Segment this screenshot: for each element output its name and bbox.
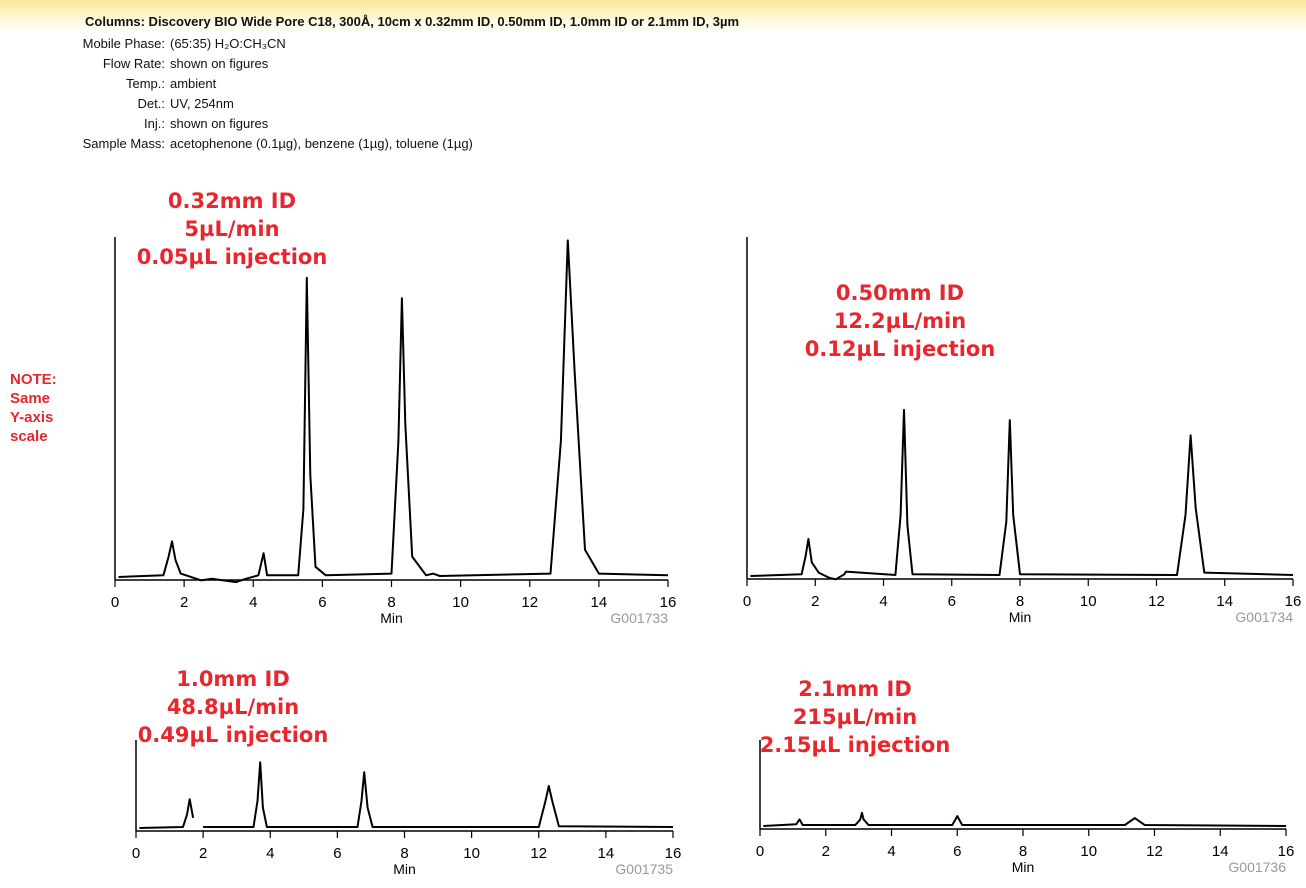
x-tick-label: 2 bbox=[811, 593, 819, 610]
x-tick-label: 8 bbox=[1019, 843, 1027, 860]
condition-value: shown on figures bbox=[170, 116, 269, 131]
annotation: 0.49µL injection bbox=[138, 723, 329, 747]
chromatogram-trace bbox=[750, 408, 1294, 581]
x-tick-label: 12 bbox=[530, 845, 547, 862]
annotation: 2.15µL injection bbox=[760, 733, 951, 757]
condition-value: acetophenone (0.1µg), benzene (1µg), tol… bbox=[170, 136, 473, 151]
x-tick-label: 8 bbox=[1016, 593, 1024, 610]
condition-label: Temp.: bbox=[125, 76, 165, 91]
x-tick-label: 12 bbox=[1148, 593, 1165, 610]
annotation: 5µL/min bbox=[184, 217, 279, 241]
x-tick-label: 10 bbox=[1080, 593, 1097, 610]
x-tick-label: 4 bbox=[879, 593, 887, 610]
x-tick-label: 2 bbox=[199, 845, 207, 862]
chromatogram-trace bbox=[118, 239, 669, 584]
condition-value: UV, 254nm bbox=[170, 96, 234, 111]
annotation: 215µL/min bbox=[793, 705, 917, 729]
x-tick-label: 8 bbox=[400, 845, 408, 862]
annotation: 2.1mm ID bbox=[798, 677, 912, 701]
x-tick-label: 16 bbox=[1278, 843, 1295, 860]
header-band bbox=[0, 0, 1306, 34]
x-tick-label: 14 bbox=[591, 594, 608, 611]
annotation: 0.32mm ID bbox=[168, 189, 296, 213]
x-tick-label: 16 bbox=[660, 594, 677, 611]
x-tick-label: 8 bbox=[387, 594, 395, 611]
x-tick-label: 2 bbox=[180, 594, 188, 611]
condition-value: shown on figures bbox=[170, 56, 269, 71]
x-tick-label: 16 bbox=[665, 845, 682, 862]
x-tick-label: 0 bbox=[111, 594, 119, 611]
figure-code: G001735 bbox=[615, 861, 673, 877]
condition-label: Sample Mass: bbox=[82, 136, 165, 151]
condition-label: Inj.: bbox=[144, 116, 165, 131]
x-axis-label: Min bbox=[393, 861, 416, 877]
figure-code: G001736 bbox=[1228, 859, 1286, 875]
x-tick-label: 4 bbox=[266, 845, 274, 862]
note-line: scale bbox=[10, 428, 48, 445]
x-tick-label: 10 bbox=[463, 845, 480, 862]
x-tick-label: 6 bbox=[318, 594, 326, 611]
x-tick-label: 10 bbox=[1080, 843, 1097, 860]
annotation: 0.50mm ID bbox=[836, 281, 964, 305]
x-tick-label: 4 bbox=[887, 843, 895, 860]
annotation: 0.12µL injection bbox=[805, 337, 996, 361]
chromatogram-trace bbox=[139, 761, 674, 829]
x-tick-label: 12 bbox=[1146, 843, 1163, 860]
x-axis-label: Min bbox=[380, 610, 403, 626]
note-line: NOTE: bbox=[10, 371, 57, 388]
note-line: Same bbox=[10, 390, 51, 407]
x-tick-label: 6 bbox=[948, 593, 956, 610]
x-axis-label: Min bbox=[1012, 859, 1035, 875]
x-tick-label: 0 bbox=[743, 593, 751, 610]
x-tick-label: 0 bbox=[132, 845, 140, 862]
condition-label: Det.: bbox=[137, 96, 165, 111]
x-tick-label: 6 bbox=[333, 845, 341, 862]
annotation: 12.2µL/min bbox=[834, 309, 966, 333]
x-tick-label: 6 bbox=[953, 843, 961, 860]
figure-code: G001733 bbox=[610, 610, 668, 626]
condition-value: (65:35) H₂O:CH₃CN bbox=[170, 36, 286, 51]
annotation: 1.0mm ID bbox=[176, 667, 290, 691]
x-tick-label: 10 bbox=[452, 594, 469, 611]
chromatogram-trace bbox=[763, 811, 1287, 827]
x-axis-label: Min bbox=[1009, 609, 1032, 625]
condition-label: Mobile Phase: bbox=[82, 36, 165, 51]
x-tick-label: 0 bbox=[756, 843, 764, 860]
x-tick-label: 14 bbox=[1212, 843, 1229, 860]
header-title: Columns: Discovery BIO Wide Pore C18, 30… bbox=[85, 14, 740, 29]
x-tick-label: 2 bbox=[822, 843, 830, 860]
x-tick-label: 14 bbox=[1216, 593, 1233, 610]
note-line: Y-axis bbox=[10, 409, 54, 426]
note: NOTE: Same Y-axis scale bbox=[10, 370, 57, 446]
condition-value: ambient bbox=[170, 76, 217, 91]
condition-label: Flow Rate: bbox=[102, 56, 165, 71]
annotation: 48.8µL/min bbox=[167, 695, 299, 719]
x-tick-label: 12 bbox=[521, 594, 538, 611]
x-tick-label: 16 bbox=[1285, 593, 1302, 610]
x-tick-label: 14 bbox=[598, 845, 615, 862]
annotation: 0.05µL injection bbox=[137, 245, 328, 269]
x-tick-label: 4 bbox=[249, 594, 257, 611]
figure-code: G001734 bbox=[1235, 609, 1293, 625]
